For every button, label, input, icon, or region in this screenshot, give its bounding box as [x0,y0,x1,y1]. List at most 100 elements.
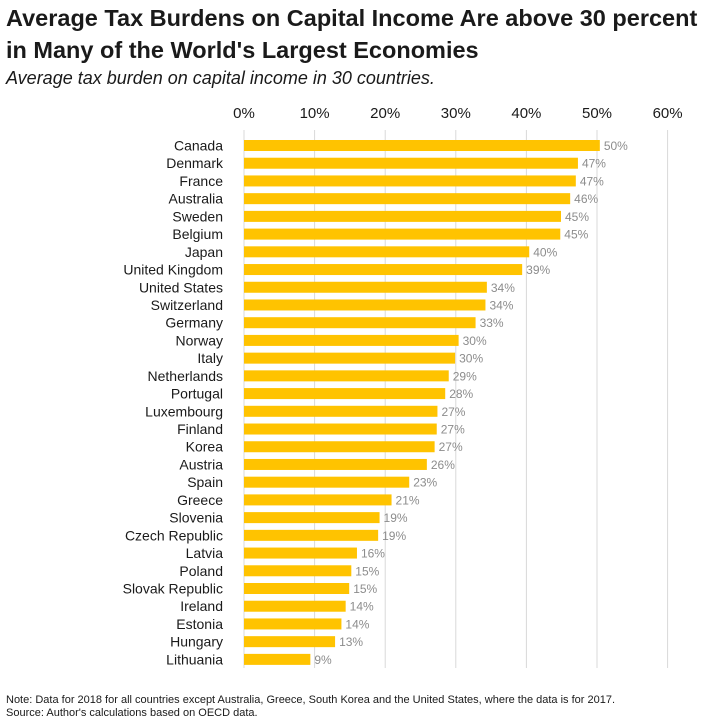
x-tick-label: 30% [441,105,471,122]
bar [244,618,342,630]
bar [244,653,311,665]
value-label: 27% [439,440,463,454]
bar [244,281,487,293]
value-label: 27% [441,405,465,419]
x-tick-label: 40% [511,105,541,122]
bar [244,583,350,594]
category-label: Belgium [172,226,223,242]
category-label: Czech Republic [125,527,223,543]
bar [244,565,352,577]
x-tick-label: 60% [653,105,683,122]
category-label: Spain [187,474,223,490]
bar [244,352,456,364]
value-label: 47% [582,157,606,171]
bar [244,476,410,488]
category-label: Portugal [171,386,223,402]
category-label: Sweden [172,208,223,224]
bar [244,494,392,506]
bar [244,636,336,648]
value-label: 46% [574,192,598,206]
value-label: 34% [491,281,515,295]
category-label: Canada [174,138,223,154]
category-label: Poland [179,563,223,579]
value-label: 19% [382,529,406,543]
bar [244,157,578,169]
bar [244,388,446,400]
note-text: Note: Data for 2018 for all countries ex… [6,694,616,706]
chart-subtitle: Average tax burden on capital income in … [6,68,435,88]
category-label: Greece [177,492,223,508]
category-label: Finland [177,421,223,437]
category-label: Denmark [166,155,224,171]
bar [244,299,486,311]
category-label: Australia [169,191,224,207]
bars [244,140,600,665]
bar [244,512,380,524]
value-label: 47% [580,174,604,188]
value-label: 26% [431,458,455,472]
bar [244,140,600,151]
value-label: 16% [361,547,385,561]
value-label: 45% [564,228,588,242]
value-label: 9% [314,653,332,667]
x-tick-label: 10% [300,105,330,122]
bar [244,193,571,205]
x-tick-label: 20% [370,105,400,122]
category-label: Germany [165,315,223,331]
value-label: 30% [459,352,483,366]
category-label: Ireland [180,598,223,614]
bar [244,405,438,417]
value-label: 40% [533,245,557,259]
value-label: 13% [339,635,363,649]
bar [244,228,561,240]
x-axis-ticks: 0% 10% 20% 30% 40% 50% 60% [233,105,682,122]
bar [244,547,357,559]
value-label: 33% [480,316,504,330]
value-label: 34% [489,298,513,312]
x-tick-label: 0% [233,105,255,122]
value-label: 30% [463,334,487,348]
bar [244,264,523,276]
footnote: Note: Data for 2018 for all countries ex… [6,694,712,720]
category-label: Latvia [186,545,224,561]
value-label: 29% [453,369,477,383]
bar [244,317,476,329]
category-label: Japan [185,244,223,260]
category-label: Norway [176,332,223,348]
value-label: 45% [565,210,589,224]
bar [244,529,379,541]
value-label: 15% [355,564,379,578]
bar [244,246,530,258]
bar [244,441,435,453]
category-label: Hungary [170,634,223,650]
value-label: 15% [353,582,377,596]
category-label: Austria [179,456,223,472]
value-label: 27% [441,423,465,437]
value-label: 14% [350,600,374,614]
value-label: 28% [449,387,473,401]
value-label: 23% [413,476,437,490]
value-label: 14% [345,617,369,631]
category-label: Switzerland [151,297,223,313]
value-label: 21% [396,493,420,507]
bar [244,458,427,470]
chart-title: Average Tax Burdens on Capital Income Ar… [6,5,698,63]
category-label: United States [139,279,223,295]
category-label: Netherlands [148,368,224,384]
category-label: Lithuania [166,651,223,667]
bar [244,175,576,187]
category-label: Italy [197,350,223,366]
source-text: Source: Author's calculations based on O… [6,707,258,719]
category-label: Estonia [176,616,223,632]
category-label: Slovak Republic [123,581,223,597]
bar [244,423,437,435]
value-label: 50% [604,139,628,153]
value-label: 39% [526,263,550,277]
value-label: 19% [384,511,408,525]
bar [244,210,561,222]
bar [244,600,346,612]
category-label: Korea [186,439,224,455]
x-tick-label: 50% [582,105,612,122]
